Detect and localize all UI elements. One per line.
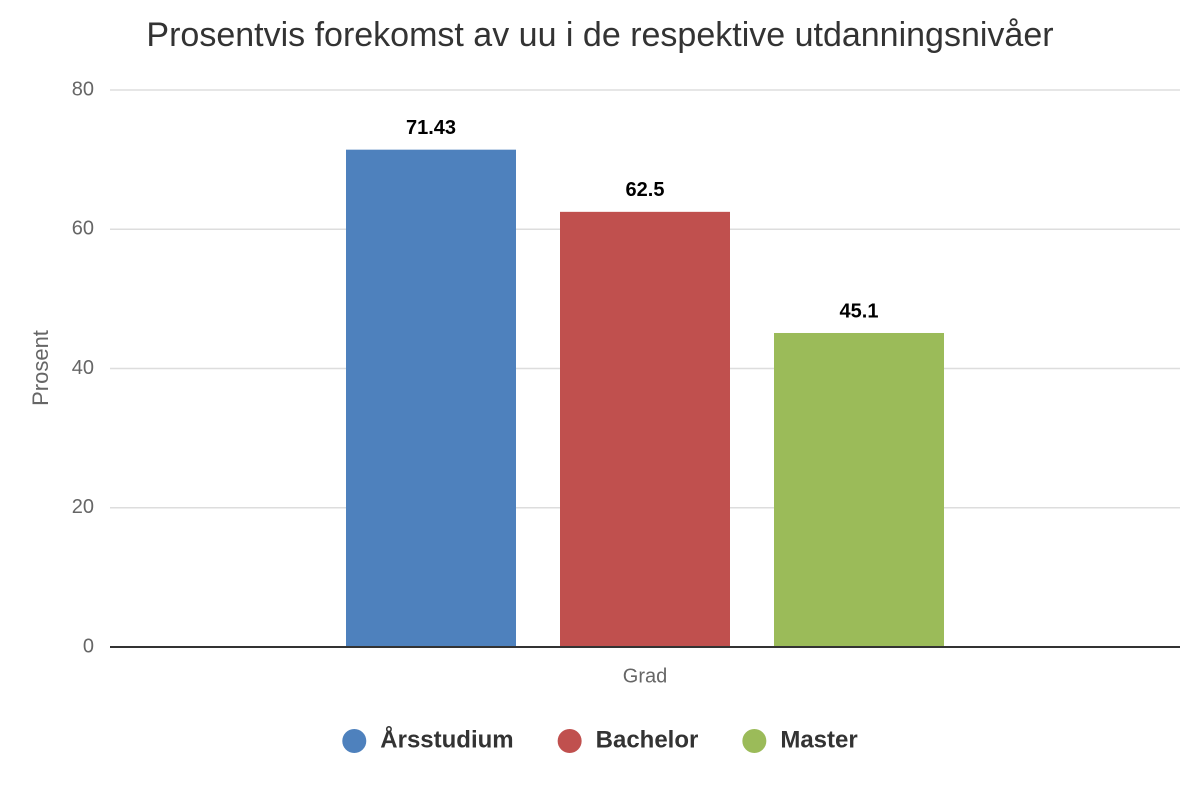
y-tick-label: 40: [72, 357, 94, 379]
legend-marker: [742, 729, 767, 753]
chart-title: Prosentvis forekomst av uu i de respekti…: [146, 16, 1053, 54]
bar: [346, 149, 516, 647]
bar: [560, 211, 730, 647]
y-tick-label: 20: [72, 496, 94, 518]
legend-label: Årsstudium: [380, 725, 513, 753]
value-label: 62.5: [626, 179, 665, 201]
legend-marker: [342, 729, 367, 753]
legend-item[interactable]: Master: [742, 726, 858, 753]
legend-item[interactable]: Bachelor: [557, 726, 699, 753]
y-axis-title: Prosent: [28, 330, 53, 406]
value-label: 45.1: [840, 300, 879, 322]
value-label: 71.43: [406, 117, 456, 139]
legend-item[interactable]: Årsstudium: [342, 725, 514, 753]
y-tick-label: 0: [83, 635, 94, 657]
legend-label: Bachelor: [596, 726, 699, 753]
y-tick-label: 60: [72, 218, 94, 240]
legend-marker: [557, 729, 582, 753]
x-tick-label: Grad: [623, 665, 667, 687]
y-tick-label: 80: [72, 78, 94, 100]
bar: [774, 332, 944, 647]
legend-label: Master: [780, 726, 857, 753]
